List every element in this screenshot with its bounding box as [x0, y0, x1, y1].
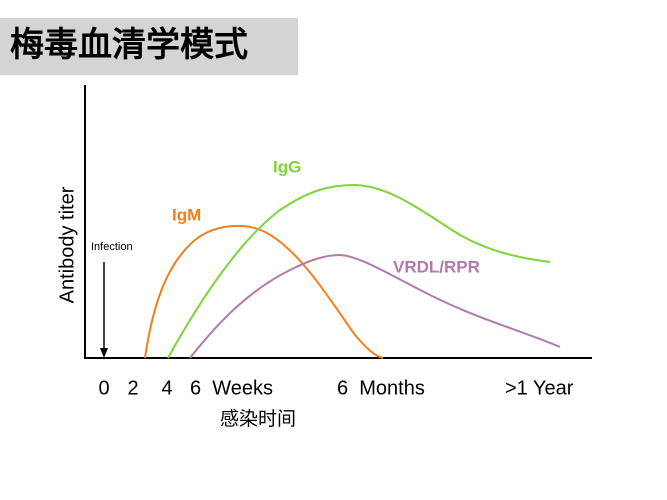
title-box	[0, 18, 298, 75]
igg-curve	[167, 183, 551, 359]
curve-label: VRDL/RPR	[393, 257, 480, 276]
annotation: Infection	[91, 241, 133, 253]
curve-label: IgG	[273, 157, 301, 176]
title: 梅毒血清学模式	[10, 25, 248, 64]
x-axis-title: 感染时间	[220, 408, 296, 430]
y-axis-label: Antibody titer	[56, 186, 78, 303]
igm-curve	[144, 224, 384, 359]
arrow-head	[100, 348, 108, 358]
curve-label: IgM	[172, 205, 201, 224]
x-label: >1 Year	[505, 377, 574, 399]
x-label: 6 Weeks	[190, 377, 273, 399]
vrdl-curve	[189, 253, 561, 359]
x-label: 6 Months	[337, 377, 425, 399]
x-label: 2	[127, 377, 138, 399]
x-label: 4	[161, 377, 172, 399]
x-label: 0	[98, 377, 109, 399]
